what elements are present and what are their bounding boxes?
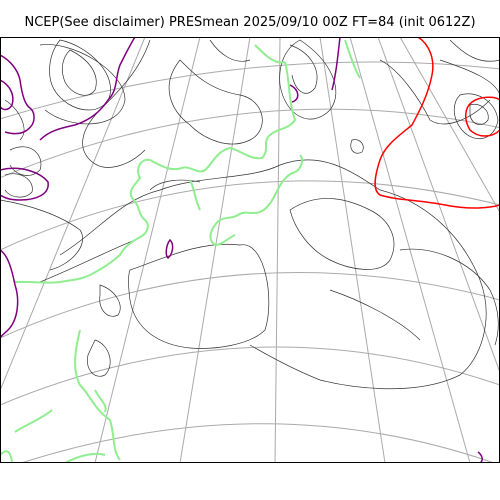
isobar — [9, 146, 42, 176]
high-contour — [465, 96, 500, 137]
isobar — [4, 99, 25, 141]
coastline — [254, 44, 286, 64]
isobars — [0, 39, 500, 390]
latitude-line — [0, 346, 500, 406]
coastline — [209, 154, 304, 247]
longitude-line — [179, 37, 251, 463]
low-contour — [0, 79, 14, 111]
isobar — [59, 159, 487, 390]
isobar — [449, 39, 500, 62]
isobar — [4, 173, 33, 198]
isobar — [399, 248, 499, 346]
isobar — [49, 39, 111, 111]
isobar — [149, 179, 201, 191]
graticule-latitude — [0, 61, 500, 463]
latitude-line — [0, 180, 500, 251]
longitude-line — [319, 37, 386, 463]
coastline — [344, 39, 361, 79]
high-contour — [374, 37, 500, 209]
coastlines — [0, 39, 361, 463]
latitude-line — [0, 271, 500, 339]
coastline — [94, 389, 107, 413]
isobar — [87, 339, 111, 377]
low-contour — [165, 238, 174, 259]
isobar — [168, 59, 263, 145]
longitude-line — [0, 37, 146, 392]
latitude-line — [0, 61, 500, 120]
low-contour — [0, 167, 49, 201]
isobar — [128, 243, 270, 349]
isobar — [379, 59, 491, 125]
low-contour — [331, 37, 341, 91]
longitude-line — [94, 37, 201, 463]
isobar — [39, 239, 136, 283]
isobar — [453, 93, 499, 140]
coastline — [64, 452, 106, 463]
graticule-longitude — [0, 37, 500, 463]
low-contour — [39, 37, 136, 141]
isobar — [289, 198, 395, 270]
isobar — [209, 39, 251, 62]
isobar — [439, 59, 500, 96]
isobar — [289, 44, 318, 94]
coastline — [14, 409, 53, 433]
isobar — [0, 199, 83, 271]
longitude-line — [377, 37, 500, 374]
isobar — [39, 44, 126, 125]
high-pressure-contours — [374, 37, 500, 209]
isobar — [61, 49, 97, 96]
coastline — [74, 329, 121, 461]
low-pressure-contours — [0, 37, 483, 463]
longitude-line — [399, 37, 500, 214]
longitude-line — [274, 37, 281, 463]
latitude-line — [0, 108, 500, 179]
coastline — [0, 450, 13, 463]
low-contour — [0, 249, 19, 339]
longitude-line — [349, 37, 471, 463]
isobar — [350, 139, 364, 154]
coastline — [189, 179, 201, 211]
isobar — [99, 284, 121, 317]
latitude-line — [19, 423, 496, 463]
isobar — [329, 289, 421, 341]
isobar — [82, 39, 151, 168]
map-title: NCEP(See disclaimer) PRESmean 2025/09/10… — [24, 15, 476, 30]
coastline — [14, 61, 297, 284]
isobar — [469, 104, 489, 125]
low-contour — [0, 54, 35, 135]
low-contour — [289, 84, 299, 103]
